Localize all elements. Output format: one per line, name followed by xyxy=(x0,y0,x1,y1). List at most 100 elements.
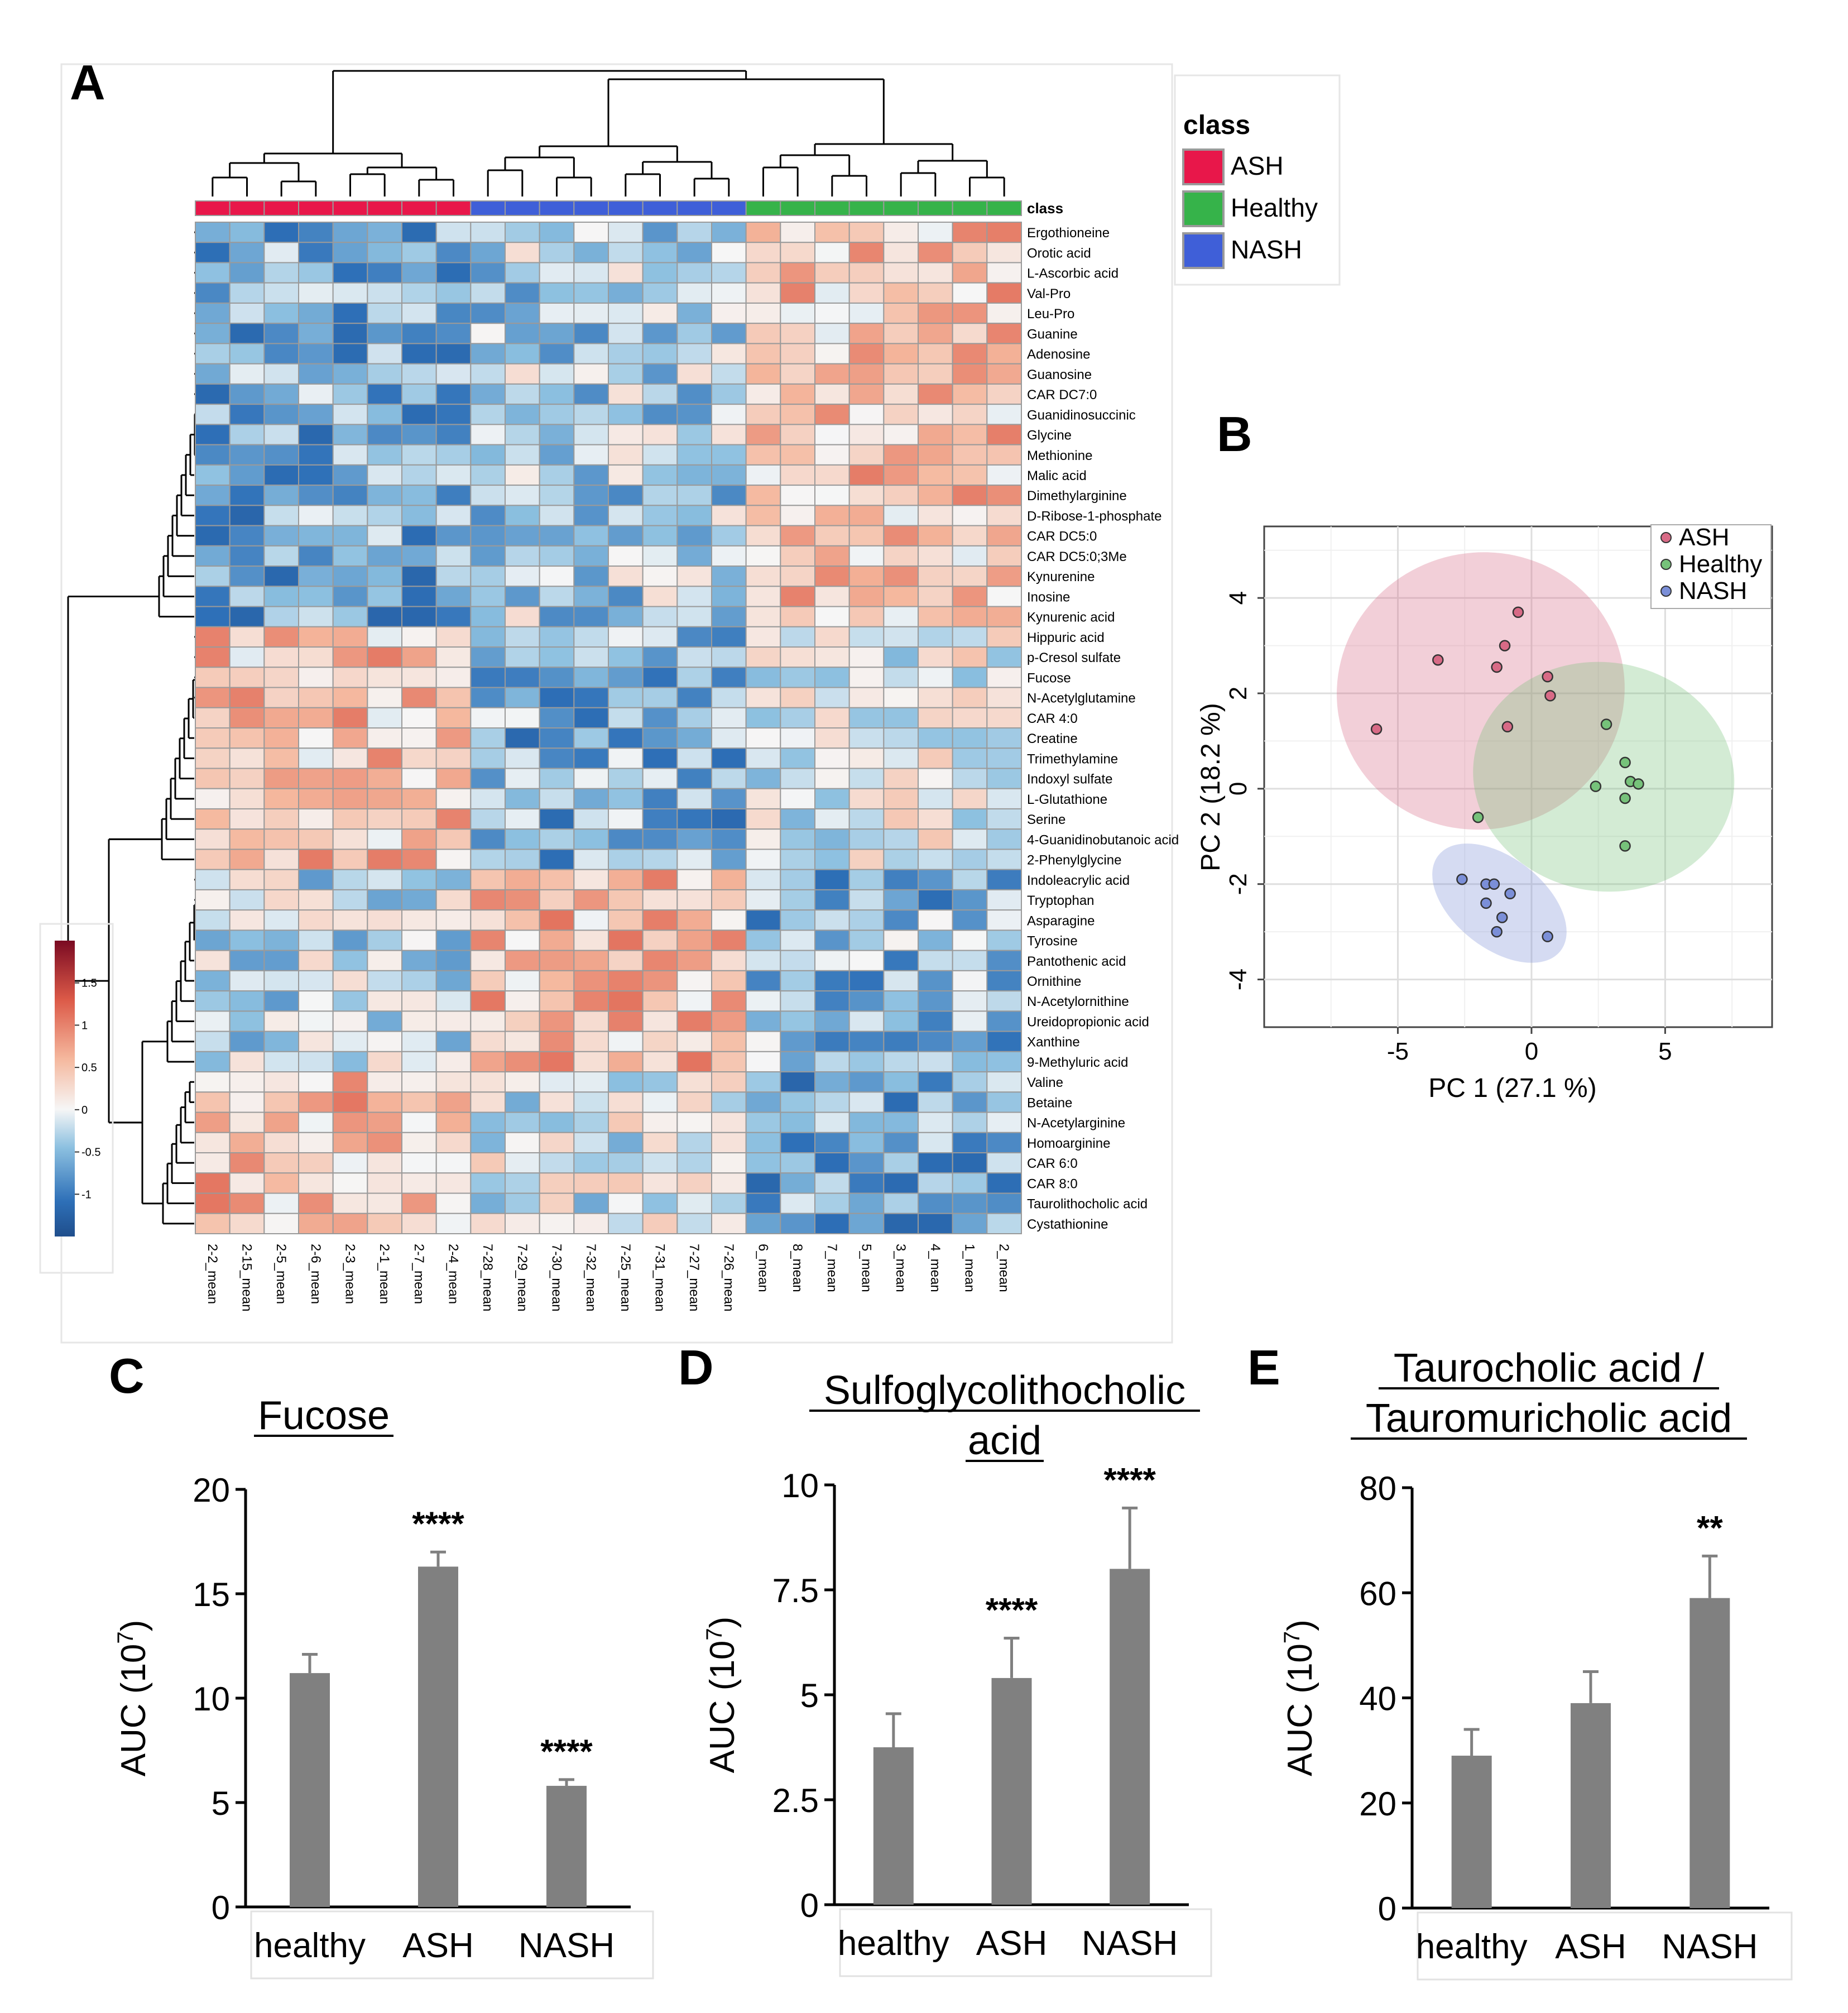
row-label: p-Cresol sulfate xyxy=(1027,650,1121,665)
heatmap-cell xyxy=(642,990,678,1012)
heatmap-cell xyxy=(367,1132,402,1154)
heatmap-cell xyxy=(367,282,402,304)
heatmap-cell xyxy=(711,464,747,486)
heatmap-cell xyxy=(952,606,988,627)
heatmap-cell xyxy=(539,1132,575,1154)
bar-y-tick-label: 20 xyxy=(193,1472,230,1509)
heatmap-cell xyxy=(298,707,334,729)
heatmap-cell xyxy=(642,404,678,425)
heatmap-cell xyxy=(401,727,437,749)
heatmap-cell xyxy=(918,485,953,506)
heatmap-cell xyxy=(298,1111,334,1133)
heatmap-cell xyxy=(986,667,1023,688)
heatmap-cell xyxy=(883,1051,919,1073)
heatmap-cell xyxy=(986,545,1023,567)
heatmap-cell xyxy=(986,383,1023,405)
heatmap-cell xyxy=(401,444,437,466)
bar-category-label: ASH xyxy=(1555,1928,1626,1966)
heatmap-cell xyxy=(608,727,644,749)
heatmap-cell xyxy=(573,323,609,344)
heatmap-cell xyxy=(745,970,781,992)
heatmap-cell xyxy=(848,626,885,648)
heatmap-cell xyxy=(195,849,231,870)
heatmap-cell xyxy=(470,1111,506,1133)
heatmap-cell xyxy=(195,1091,231,1113)
column-label: 7-31_mean xyxy=(652,1244,668,1311)
heatmap-cell xyxy=(401,970,437,992)
row-label: D-Ribose-1-phosphate xyxy=(1027,509,1161,524)
panel-label-e: E xyxy=(1247,1340,1280,1395)
heatmap-cell xyxy=(608,768,644,789)
heatmap-cell xyxy=(608,525,644,547)
heatmap-cell xyxy=(332,1071,368,1093)
heatmap-cell xyxy=(298,282,334,304)
row-label: Trimethylamine xyxy=(1027,751,1118,766)
heatmap-cell xyxy=(367,424,402,445)
heatmap-cell xyxy=(470,889,506,911)
heatmap-cell xyxy=(848,545,885,567)
heatmap-cell xyxy=(367,262,402,284)
bar-ash xyxy=(991,1677,1032,1905)
heatmap-cell xyxy=(952,1010,988,1032)
heatmap-cell xyxy=(435,1152,472,1174)
heatmap-cell xyxy=(711,929,747,951)
heatmap-cell xyxy=(883,505,919,526)
heatmap-cell xyxy=(676,849,713,870)
heatmap-cell xyxy=(642,363,678,385)
heatmap-cell xyxy=(263,525,300,547)
colorbar-tick-label: 1 xyxy=(81,1019,88,1032)
heatmap-cell xyxy=(848,889,885,911)
heatmap-cell xyxy=(745,990,781,1012)
heatmap-cell xyxy=(332,929,368,951)
heatmap-cell xyxy=(367,545,402,567)
heatmap-cell xyxy=(229,667,265,688)
heatmap-cell xyxy=(986,222,1023,243)
significance-marker: ** xyxy=(1697,1509,1723,1546)
heatmap-cell xyxy=(539,626,575,648)
heatmap-cell xyxy=(401,950,437,971)
heatmap-cell xyxy=(401,626,437,648)
column-label: 2-6_mean xyxy=(308,1244,323,1304)
heatmap-cell xyxy=(539,707,575,729)
heatmap-cell xyxy=(401,869,437,890)
heatmap-cell xyxy=(435,424,472,445)
heatmap-cell xyxy=(505,222,540,243)
heatmap-cell xyxy=(642,383,678,405)
heatmap-cell xyxy=(608,404,644,425)
heatmap-cell xyxy=(780,869,816,890)
heatmap-cell xyxy=(986,889,1023,911)
heatmap-cell xyxy=(470,323,506,344)
heatmap-cell xyxy=(814,424,850,445)
heatmap-cell xyxy=(367,667,402,688)
heatmap-cell xyxy=(642,1010,678,1032)
heatmap-cell xyxy=(435,1051,472,1073)
heatmap-cell xyxy=(332,1212,368,1235)
heatmap-cell xyxy=(918,990,953,1012)
heatmap-cell xyxy=(229,1031,265,1052)
heatmap-cell xyxy=(745,302,781,324)
heatmap-cell xyxy=(195,302,231,324)
heatmap-cell xyxy=(298,525,334,547)
heatmap-cell xyxy=(986,302,1023,324)
heatmap-cell xyxy=(608,646,644,668)
heatmap-cell xyxy=(539,485,575,506)
heatmap-cell xyxy=(780,323,816,344)
heatmap-cell xyxy=(263,909,300,931)
heatmap-cell xyxy=(195,525,231,547)
heatmap-cell xyxy=(642,222,678,243)
class-track-cell xyxy=(539,200,575,216)
row-label: Taurolithocholic acid xyxy=(1027,1197,1148,1212)
heatmap-cell xyxy=(608,808,644,830)
heatmap-cell xyxy=(401,363,437,385)
heatmap-cell xyxy=(470,404,506,425)
heatmap-cell xyxy=(745,768,781,789)
column-label: 6_mean xyxy=(756,1244,771,1292)
heatmap-cell xyxy=(435,707,472,729)
heatmap-cell xyxy=(642,1091,678,1113)
heatmap-cell xyxy=(986,363,1023,385)
heatmap-cell xyxy=(539,343,575,365)
heatmap-cell xyxy=(883,242,919,263)
column-label: 7-29_mean xyxy=(515,1244,530,1311)
heatmap-cell xyxy=(229,768,265,789)
heatmap-cell xyxy=(229,646,265,668)
